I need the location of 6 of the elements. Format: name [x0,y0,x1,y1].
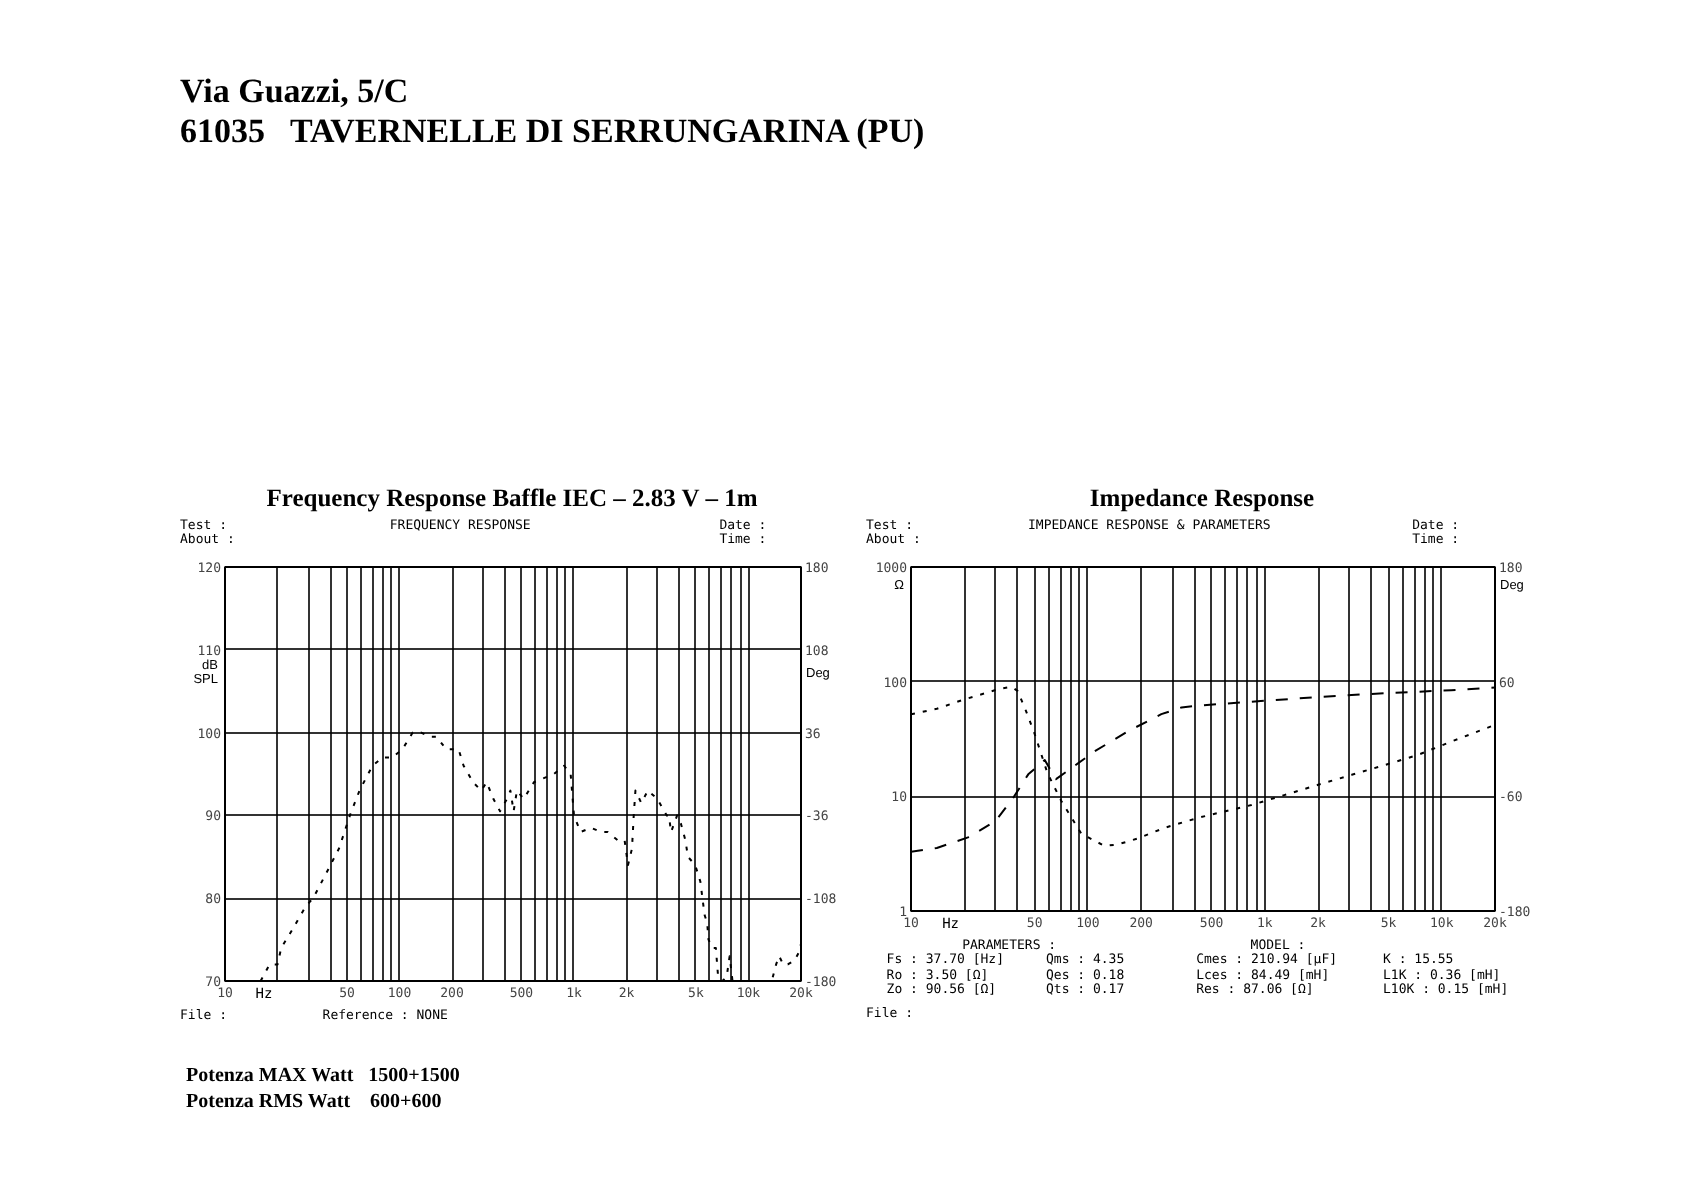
text: Via Guazzi, 5/C [180,72,409,112]
text: Potenza MAX Watt 1500+1500 [186,1063,460,1087]
chart-title: Frequency Response Baffle IEC – 2.83 V – 1m [266,483,758,513]
text: 61035 TAVERNELLE DI SERRUNGARINA (PU) [180,112,925,152]
chart-title: Impedance Response [1089,483,1315,513]
text: Potenza RMS Watt 600+600 [186,1089,442,1113]
